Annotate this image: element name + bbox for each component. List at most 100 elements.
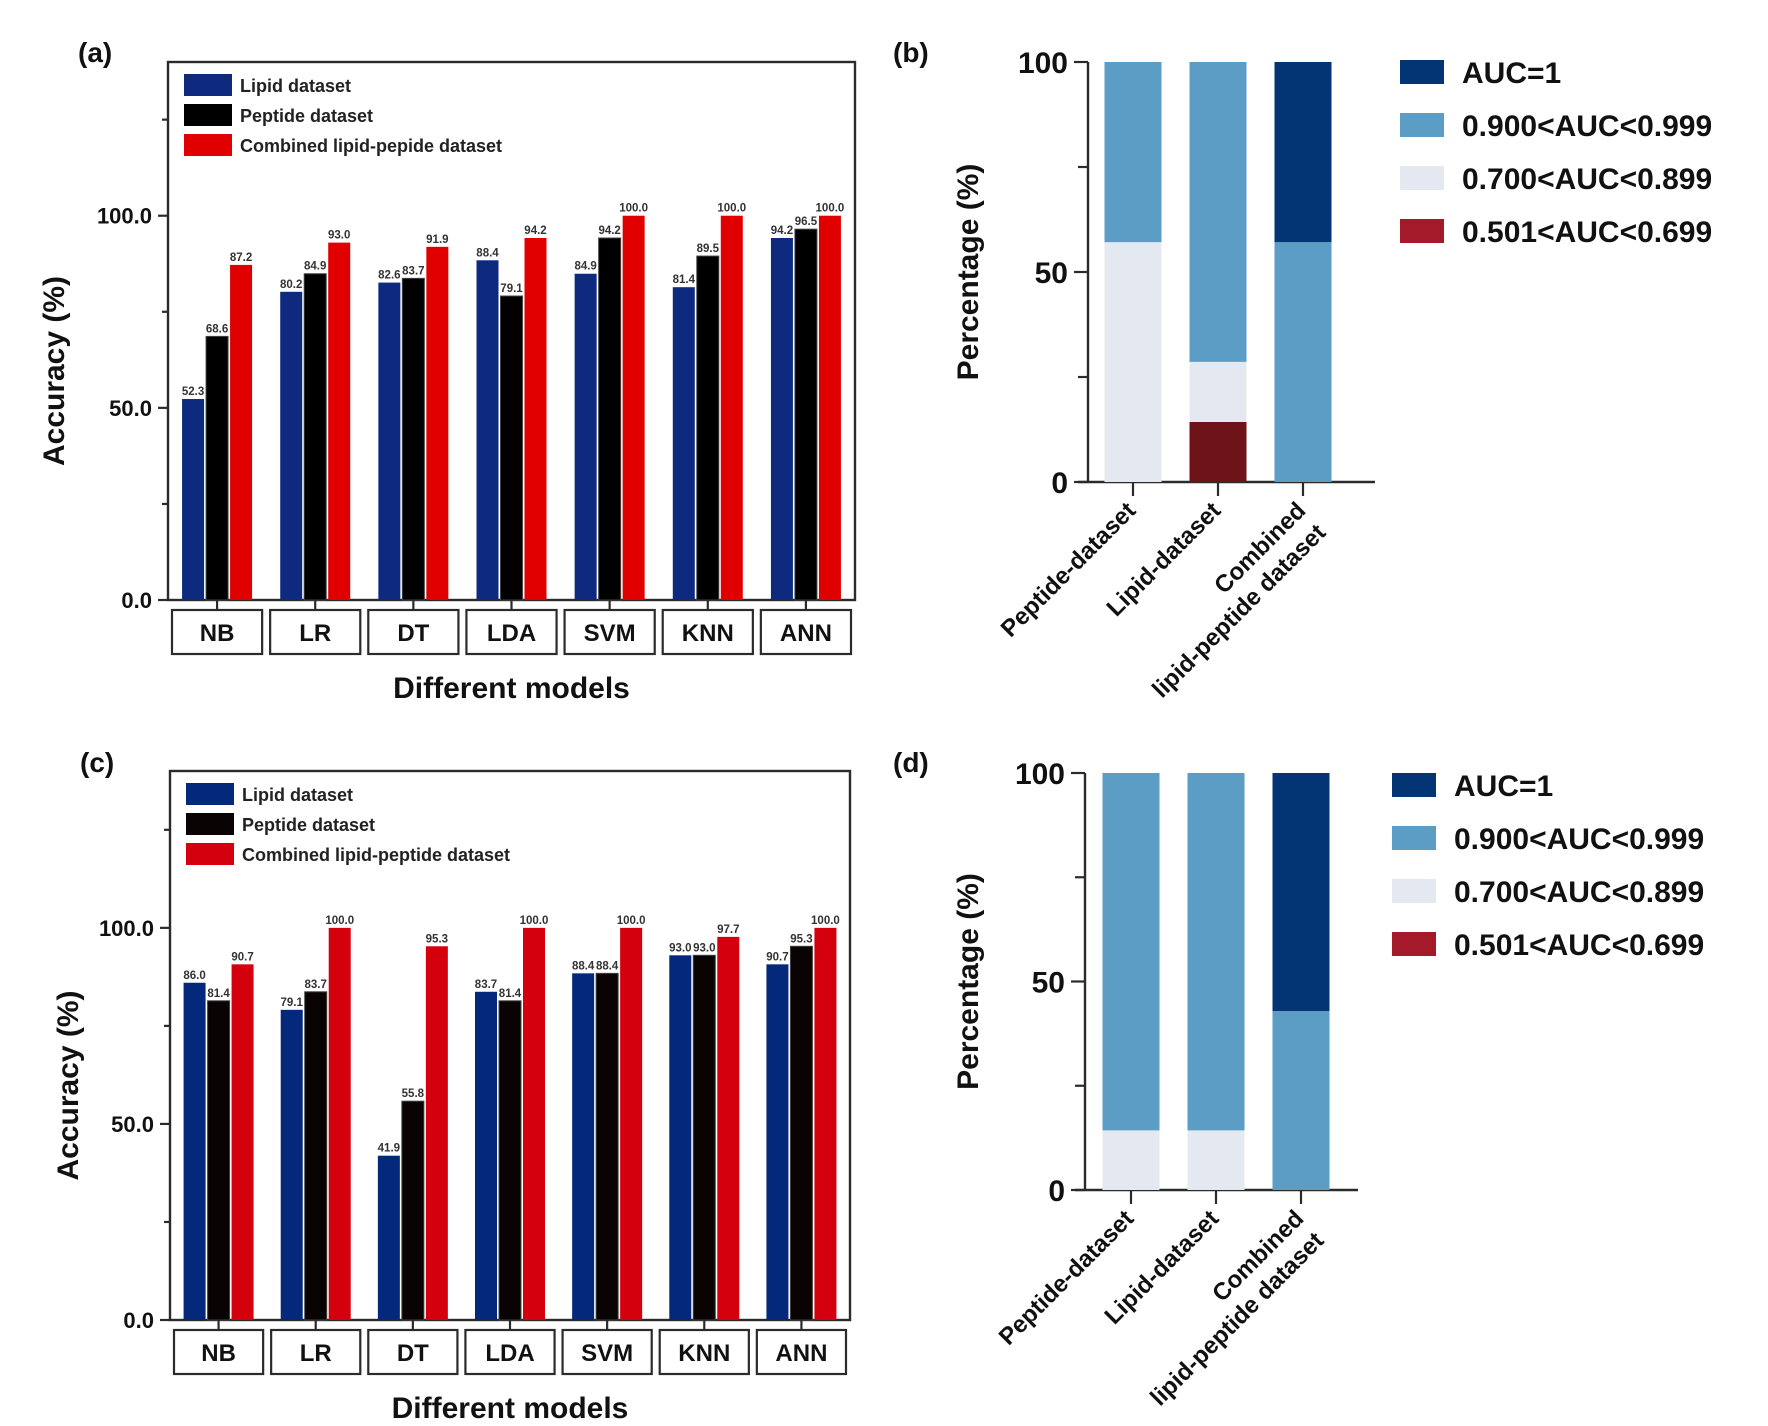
- stack-segment-0-700-auc-0-899-lipid-dataset: [1189, 361, 1247, 422]
- y-tick-label: 0.0: [123, 1308, 154, 1333]
- data-label: 83.7: [475, 979, 497, 991]
- legend-swatch-peptide-dataset: [186, 813, 234, 835]
- bar-peptide-dataset-dt: [401, 1100, 425, 1321]
- stack-segment-auc-1-combined-lipid-peptide-dataset: [1272, 773, 1330, 1012]
- model-label: DT: [397, 1340, 429, 1367]
- model-box-svm: [561, 1328, 653, 1376]
- bar-combined-lipid-peptide-dataset-svm: [620, 927, 643, 1320]
- legend-swatch-auc-1: [1400, 60, 1444, 84]
- data-label: 41.9: [378, 1143, 400, 1155]
- y-tick-label: 50.0: [111, 1112, 154, 1137]
- legend-label-lipid-dataset: Lipid dataset: [242, 785, 353, 805]
- model-box-lda: [465, 608, 558, 656]
- data-label: 95.3: [426, 933, 448, 945]
- legend-label-0-501-auc-0-699: 0.501<AUC<0.699: [1454, 929, 1704, 962]
- data-label: 80.2: [280, 279, 302, 291]
- legend-label-combined-lipid-peptide-dataset: Combined lipid-peptide dataset: [242, 845, 510, 865]
- data-label: 82.6: [378, 270, 400, 282]
- data-label: 94.2: [524, 225, 546, 237]
- bar-combined-lipid-peptide-dataset-dt: [425, 946, 448, 1320]
- legend-label-combined-lipid-pepide-dataset: Combined lipid-pepide dataset: [240, 136, 502, 156]
- legend-label-auc-1: AUC=1: [1454, 770, 1553, 803]
- stack-segment-0-900-auc-0-999-lipid-dataset: [1189, 62, 1247, 362]
- bar-combined-lipid-pepide-dataset-svm: [622, 215, 645, 600]
- model-label: LDA: [487, 620, 536, 647]
- y-tick-label: 50: [1032, 967, 1065, 1000]
- bar-combined-lipid-pepide-dataset-lr: [328, 242, 351, 600]
- data-label: 83.7: [305, 979, 327, 991]
- bar-peptide-dataset-nb: [207, 1000, 231, 1321]
- model-label: KNN: [682, 620, 734, 647]
- model-label: DT: [397, 620, 429, 647]
- stack-segment-0-700-auc-0-899-peptide-dataset: [1104, 242, 1162, 482]
- bar-combined-lipid-pepide-dataset-ann: [818, 215, 841, 600]
- bar-combined-lipid-peptide-dataset-lda: [523, 927, 545, 1320]
- bar-peptide-dataset-knn: [692, 954, 716, 1321]
- data-label: 93.0: [328, 230, 350, 242]
- bar-peptide-dataset-knn: [696, 255, 720, 601]
- data-label: 96.5: [795, 216, 818, 228]
- bar-peptide-dataset-nb: [205, 335, 229, 601]
- bar-lipid-dataset-ann: [766, 964, 789, 1320]
- bar-peptide-dataset-dt: [401, 277, 425, 601]
- model-box-ann: [755, 1328, 848, 1376]
- bar-lipid-dataset-dt: [377, 1155, 400, 1320]
- bar-lipid-dataset-lr: [280, 291, 303, 600]
- data-label: 88.4: [596, 960, 619, 972]
- legend-swatch-0-501-auc-0-699: [1400, 219, 1444, 243]
- panel-label-c: (c): [80, 747, 114, 778]
- data-label: 100.0: [816, 203, 845, 215]
- data-label: 94.2: [771, 225, 793, 237]
- bar-combined-lipid-pepide-dataset-nb: [230, 264, 253, 600]
- bar-lipid-dataset-lda: [475, 991, 497, 1320]
- bar-lipid-dataset-nb: [182, 399, 205, 600]
- y-tick-label: 50.0: [109, 396, 152, 421]
- legend-swatch-0-900-auc-0-999: [1392, 826, 1436, 850]
- bar-peptide-dataset-ann: [789, 945, 813, 1321]
- model-box-svm: [563, 608, 656, 656]
- data-label: 81.4: [207, 988, 230, 1000]
- bar-lipid-dataset-svm: [572, 973, 595, 1320]
- data-label: 94.2: [598, 225, 620, 237]
- data-label: 79.1: [281, 997, 304, 1009]
- legend-swatch-0-501-auc-0-699: [1392, 932, 1436, 956]
- legend-swatch-lipid-dataset: [184, 74, 232, 96]
- data-label: 93.0: [693, 942, 715, 954]
- model-box-lr: [270, 1328, 362, 1376]
- data-label: 79.1: [500, 283, 523, 295]
- legend-label-0-700-auc-0-899: 0.700<AUC<0.899: [1454, 876, 1704, 909]
- bar-combined-lipid-peptide-dataset-ann: [814, 927, 837, 1320]
- data-label: 89.5: [697, 243, 720, 255]
- data-label: 84.9: [304, 261, 326, 273]
- stack-segment-0-900-auc-0-999-combined-lipid-peptide-dataset: [1274, 242, 1332, 482]
- data-label: 90.7: [231, 951, 253, 963]
- bar-combined-lipid-pepide-dataset-knn: [720, 215, 743, 600]
- legend-label-0-900-auc-0-999: 0.900<AUC<0.999: [1454, 823, 1704, 856]
- y-tick-label: 50: [1035, 257, 1068, 290]
- bar-combined-lipid-peptide-dataset-knn: [717, 936, 740, 1320]
- legend-swatch-combined-lipid-peptide-dataset: [186, 843, 234, 865]
- y-axis-title: Accuracy (%): [38, 276, 71, 466]
- model-label: SVM: [584, 620, 636, 647]
- data-label: 52.3: [182, 386, 204, 398]
- data-label: 86.0: [183, 970, 205, 982]
- model-box-nb: [170, 608, 264, 656]
- bar-peptide-dataset-svm: [595, 972, 619, 1321]
- data-label: 81.4: [499, 988, 522, 1000]
- y-tick-label: 100.0: [99, 916, 154, 941]
- bar-combined-lipid-peptide-dataset-lr: [328, 927, 351, 1320]
- bar-lipid-dataset-svm: [574, 273, 597, 600]
- panel-label-b: (b): [893, 37, 929, 68]
- model-box-nb: [172, 1328, 265, 1376]
- model-box-knn: [658, 1328, 750, 1376]
- data-label: 97.7: [717, 924, 739, 936]
- model-label: KNN: [678, 1340, 730, 1367]
- stack-segment-0-900-auc-0-999-peptide-dataset: [1104, 62, 1162, 243]
- model-label: ANN: [780, 620, 832, 647]
- data-label: 100.0: [325, 915, 354, 927]
- y-axis-title: Accuracy (%): [52, 990, 85, 1180]
- model-box-knn: [661, 608, 754, 656]
- model-label: ANN: [775, 1340, 827, 1367]
